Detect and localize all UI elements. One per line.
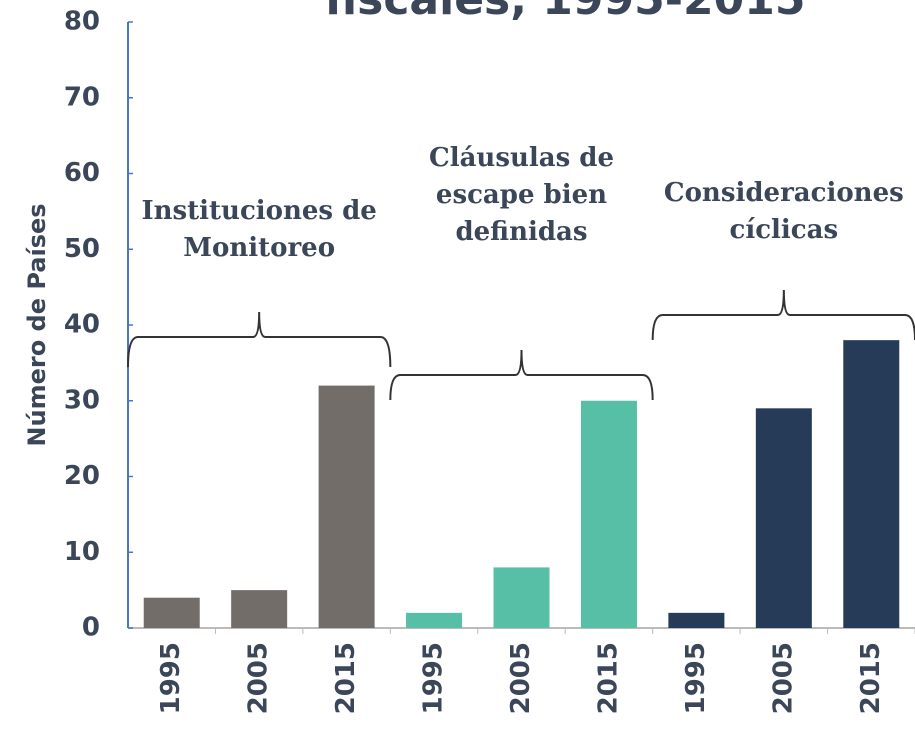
x-tick-label: 1995 <box>419 642 449 714</box>
brace <box>651 289 915 341</box>
y-axis-label: Número de Países <box>23 203 51 446</box>
y-tick-label: 70 <box>64 82 100 112</box>
bar <box>318 385 375 628</box>
bar <box>143 597 200 628</box>
bar <box>493 567 550 628</box>
y-tick-label: 30 <box>64 385 100 415</box>
bar <box>755 408 812 628</box>
x-tick-label: 2015 <box>331 642 361 714</box>
bar <box>580 400 637 628</box>
x-tick-label: 2005 <box>768 642 798 714</box>
y-tick-label: 40 <box>64 310 100 340</box>
chart-title: fiscales, 1995-2015 <box>325 0 806 25</box>
group-label: Consideraciones cíclicas <box>663 178 904 245</box>
y-tick-label: 50 <box>64 234 100 264</box>
y-tick-label: 80 <box>64 7 100 37</box>
y-tick-label: 10 <box>64 537 100 567</box>
group-label: Cláusulas de escape bien definidas <box>429 143 614 247</box>
x-tick-label: 1995 <box>681 642 711 714</box>
y-tick-label: 0 <box>82 613 100 643</box>
brace <box>127 311 392 368</box>
bar <box>406 612 463 628</box>
bar <box>231 590 288 628</box>
bar <box>843 340 900 628</box>
brace <box>389 349 654 401</box>
y-tick-label: 20 <box>64 461 100 491</box>
x-tick-label: 2015 <box>593 642 623 714</box>
x-tick-label: 1995 <box>156 642 186 714</box>
group-label: Instituciones de Monitoreo <box>141 196 377 263</box>
y-tick-label: 60 <box>64 158 100 188</box>
x-tick-label: 2015 <box>856 642 886 714</box>
x-tick-label: 2005 <box>506 642 536 714</box>
bar <box>668 612 725 628</box>
x-tick-label: 2005 <box>244 642 274 714</box>
